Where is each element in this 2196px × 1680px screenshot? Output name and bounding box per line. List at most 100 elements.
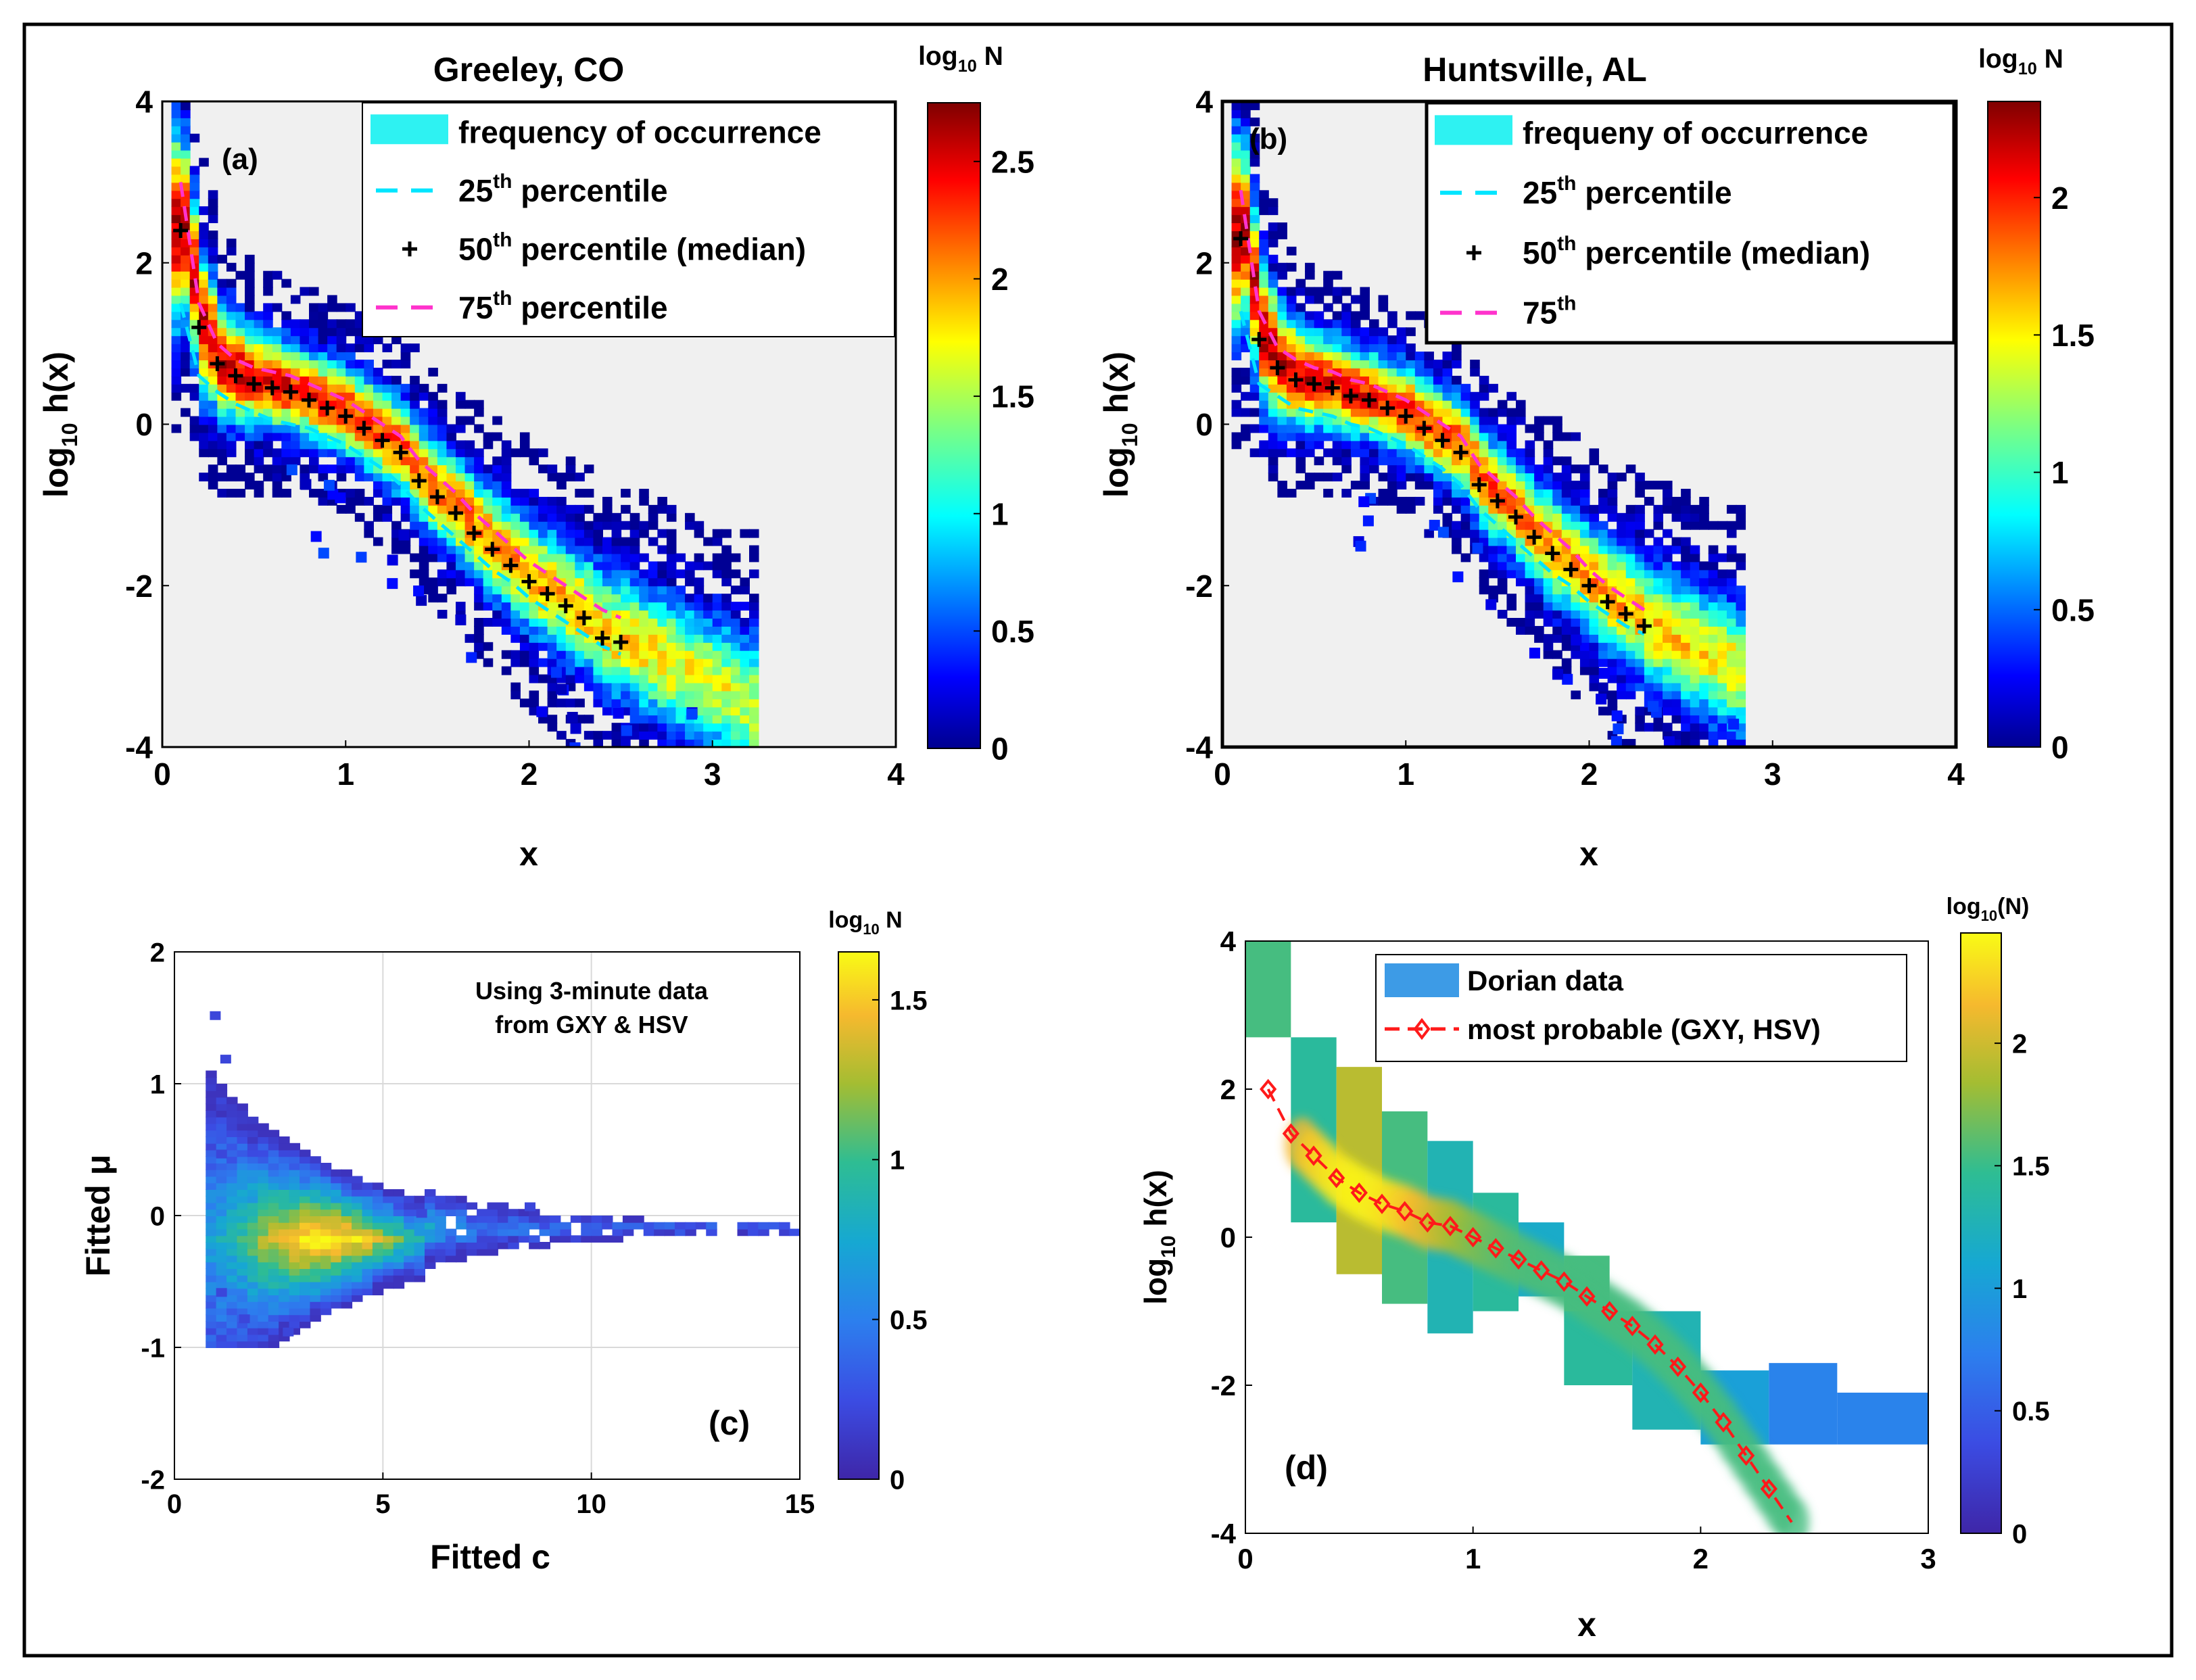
heatmap-cell (341, 1195, 353, 1203)
heatmap-cell (1231, 101, 1242, 110)
heatmap-cell (1241, 279, 1251, 288)
x-tick-label: 1 (337, 757, 354, 792)
heatmap-cell (237, 1169, 248, 1177)
heatmap-cell (1561, 481, 1572, 489)
heatmap-cell (1671, 698, 1682, 708)
heatmap-cell (1681, 553, 1691, 562)
heatmap-cell (492, 416, 502, 425)
heatmap-cell (437, 512, 448, 522)
heatmap-cell (208, 352, 218, 360)
heatmap-cell (258, 1176, 269, 1184)
heatmap-cell (1663, 666, 1673, 675)
heatmap-cell (560, 1222, 571, 1230)
heatmap-cell (181, 279, 191, 288)
heatmap-cell (529, 1235, 540, 1243)
heatmap-cell (1360, 295, 1370, 304)
heatmap-cell (217, 287, 227, 296)
heatmap-cell (1460, 512, 1471, 522)
heatmap-cell (1241, 117, 1251, 126)
heatmap-cell (279, 1281, 290, 1289)
heatmap-cell (1681, 521, 1691, 530)
heatmap-cell (1396, 464, 1407, 474)
heatmap-cell (281, 391, 291, 401)
colorbar-tick-label: 1.5 (2051, 318, 2095, 353)
heatmap-cell (519, 642, 530, 651)
heatmap-cell (529, 1209, 540, 1216)
panel-d-most-probable-curve (1260, 1078, 1793, 1523)
heatmap-cell (327, 319, 337, 329)
heatmap-cell (1699, 602, 1709, 611)
heatmap-cell (1561, 602, 1572, 611)
heatmap-cell (666, 674, 677, 683)
heatmap-cell (1717, 577, 1727, 587)
heatmap-cell (216, 1136, 228, 1144)
heatmap-cell (300, 383, 310, 393)
heatmap-cell (435, 1216, 446, 1223)
heatmap-cell (354, 473, 365, 482)
heatmap-cell (364, 529, 374, 538)
heatmap-cell (474, 642, 484, 651)
heatmap-cell (226, 1321, 238, 1328)
heatmap-cell (263, 319, 273, 329)
heatmap-cell (300, 1216, 311, 1223)
heatmap-cell (1295, 424, 1306, 433)
heatmap-cell (648, 521, 659, 530)
heatmap-cell (247, 1228, 259, 1237)
heatmap-cell (1241, 287, 1251, 296)
heatmap-cell (189, 214, 200, 224)
heatmap-cell (1369, 319, 1379, 329)
heatmap-cell (290, 360, 301, 368)
y-tick-label: 2 (135, 245, 153, 281)
heatmap-cell (501, 650, 512, 659)
heatmap-cell (414, 1235, 425, 1243)
heatmap-cell (593, 529, 603, 538)
heatmap-cell (1708, 553, 1719, 562)
heatmap-outlier-cell (356, 552, 367, 563)
heatmap-cell (1332, 375, 1343, 385)
heatmap-cell (362, 1182, 373, 1190)
heatmap-cell (362, 1189, 373, 1197)
heatmap-cell (310, 1222, 321, 1230)
heatmap-cell (1552, 569, 1562, 579)
heatmap-cell (216, 1130, 228, 1137)
heatmap-cell (703, 618, 713, 627)
heatmap-cell (749, 723, 759, 732)
heatmap-cell (446, 424, 456, 433)
heatmap-cell (547, 512, 558, 522)
heatmap-cell (1286, 295, 1297, 304)
heatmap-cell (666, 577, 677, 587)
heatmap-cell (712, 723, 723, 732)
heatmap-cell (583, 682, 594, 692)
heatmap-cell (364, 360, 374, 368)
heatmap-cell (372, 1202, 384, 1210)
heatmap-cell (279, 1301, 290, 1309)
heatmap-cell (501, 602, 512, 611)
heatmap-cell (602, 512, 613, 522)
heatmap-cell (289, 1169, 300, 1177)
heatmap-cell (1406, 504, 1416, 514)
heatmap-cell (289, 1209, 300, 1216)
heatmap-cell (354, 335, 365, 345)
heatmap-cell (1726, 625, 1737, 635)
heatmap-cell (199, 360, 209, 368)
heatmap-cell (1607, 537, 1618, 546)
heatmap-cell (1644, 690, 1654, 700)
heatmap-cell (1699, 690, 1709, 700)
heatmap-cell (425, 1202, 436, 1210)
heatmap-cell (556, 658, 567, 667)
heatmap-cell (508, 1209, 519, 1216)
heatmap-cell (1690, 585, 1700, 595)
heatmap-cell (320, 1274, 332, 1282)
heatmap-cell (1552, 561, 1562, 571)
median-marker (1343, 388, 1358, 404)
heatmap-cell (1295, 448, 1306, 458)
colorbar-tick-label: 1.5 (890, 986, 928, 1015)
heatmap-cell (1433, 504, 1443, 514)
heatmap-cell (593, 731, 603, 740)
heatmap-cell (666, 569, 677, 579)
heatmap-cell (272, 424, 283, 433)
heatmap-cell (583, 715, 594, 724)
heatmap-cell (1516, 416, 1526, 425)
heatmap-cell (1736, 739, 1746, 747)
